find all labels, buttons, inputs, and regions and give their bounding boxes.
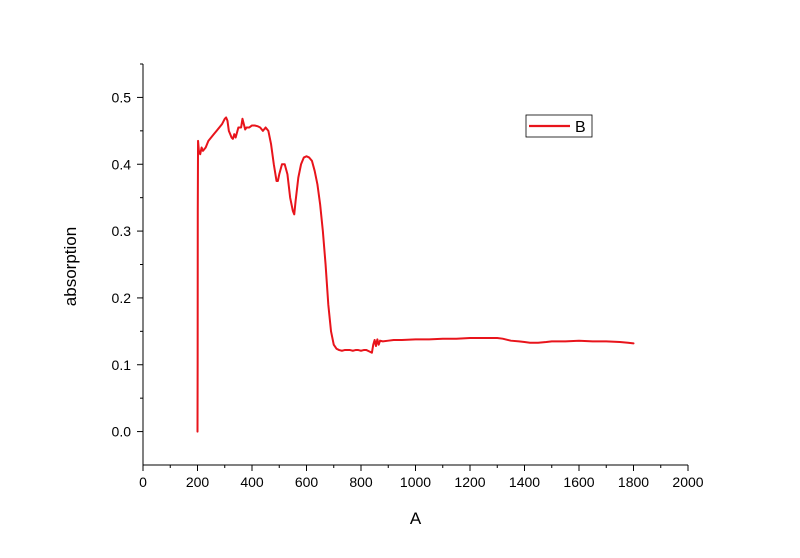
x-tick-label: 400: [240, 474, 264, 490]
x-tick-label: 800: [349, 474, 373, 490]
y-axis-title: absorption: [61, 227, 80, 306]
y-axis: 0.0 0.1 0.2 0.3 0.4 0.5: [112, 63, 144, 465]
y-tick-label: 0.4: [112, 156, 132, 172]
y-tick-label: 0.2: [112, 290, 132, 306]
y-tick-label: 0.1: [112, 357, 132, 373]
x-tick-label: 1000: [400, 474, 431, 490]
legend-label-b: B: [575, 119, 586, 136]
x-tick-label: 200: [186, 474, 210, 490]
x-tick-label: 1800: [618, 474, 649, 490]
y-tick-label: 0.0: [112, 424, 132, 440]
x-axis: 0 200 400 600 800 1000 1200 1400 1600 1800 2000: [139, 464, 704, 490]
legend: B: [525, 114, 593, 138]
series-line-b: [196, 116, 635, 433]
plot-area: 0 200 400 600 800 1000 1200 1400 1600 1800 2000 0.…: [112, 63, 704, 490]
x-tick-label: 1600: [563, 474, 594, 490]
x-tick-label: 0: [139, 474, 147, 490]
series-layer: [196, 116, 635, 433]
x-tick-label: 1400: [509, 474, 540, 490]
x-tick-label: 600: [295, 474, 319, 490]
x-axis-title: A: [410, 509, 422, 528]
y-tick-label: 0.3: [112, 223, 132, 239]
y-tick-label: 0.5: [112, 89, 132, 105]
x-tick-label: 1200: [454, 474, 485, 490]
x-tick-label: 2000: [672, 474, 703, 490]
